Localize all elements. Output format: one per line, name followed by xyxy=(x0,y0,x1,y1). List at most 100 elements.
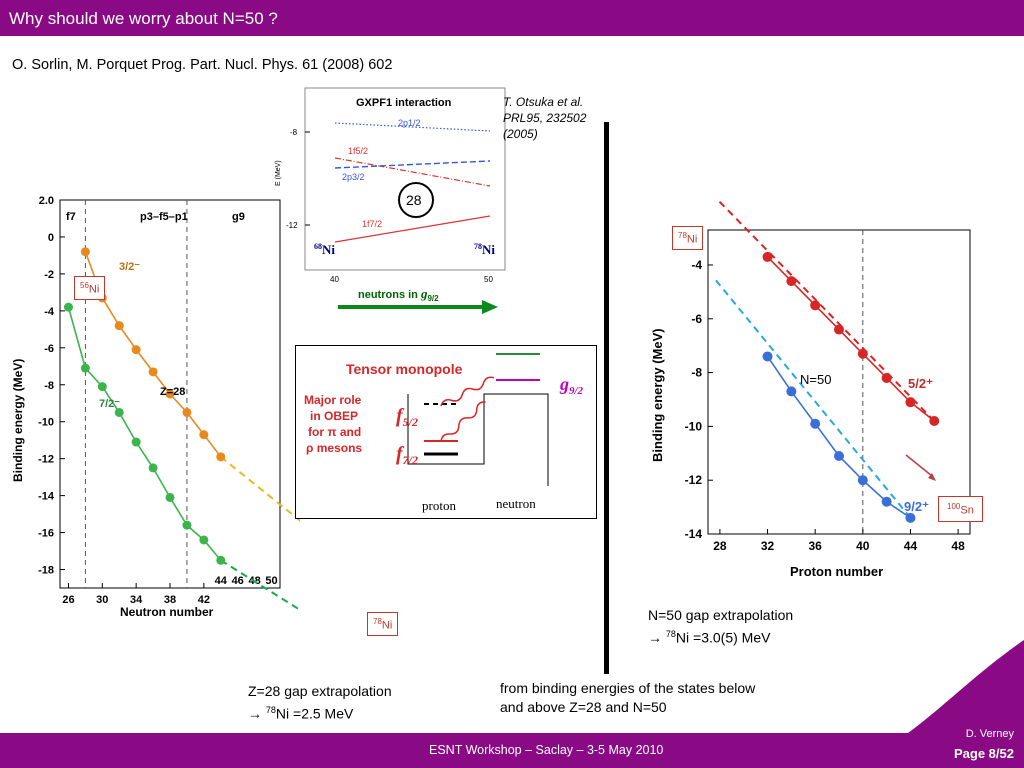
footer-bar: ESNT Workshop – Saclay – 3-5 May 2010 xyxy=(0,733,1024,768)
sn100-pointer-head xyxy=(928,473,936,481)
gxpf1-ytick-12: -12 xyxy=(286,221,298,230)
caption-z28: Z=28 gap extrapolation → 78Ni =2.5 MeV xyxy=(248,683,392,722)
ytick-label--6: -6 xyxy=(44,343,54,355)
left-series-label-72: 7/2⁻ xyxy=(99,398,120,410)
footer-conference: ESNT Workshop – Saclay – 3-5 May 2010 xyxy=(429,743,664,757)
xtick-extra-label-50: 50 xyxy=(265,575,277,587)
ytick-label--8: -8 xyxy=(691,366,702,380)
data-point-1-0 xyxy=(762,351,773,362)
xtick-label-34: 34 xyxy=(130,594,143,606)
right-series xyxy=(713,200,940,523)
gxpf1-title: GXPF1 interaction xyxy=(356,97,452,109)
right-chart: -4 -6 -8 -10 -12 -14 28 32 36 40 44 48 Binding ener… xyxy=(650,200,971,579)
right-ticks: -4 -6 -8 -10 -12 -14 28 32 36 40 44 48 xyxy=(685,258,965,553)
data-point-1-6 xyxy=(905,512,916,523)
right-plot-frame xyxy=(707,229,971,535)
series-extrapolation-1 xyxy=(713,277,912,519)
ytick-label--8: -8 xyxy=(44,380,54,392)
data-point-0-4 xyxy=(857,348,868,359)
ytick-label--6: -6 xyxy=(691,312,702,326)
reference-sorlin: O. Sorlin, M. Porquet Prog. Part. Nucl. … xyxy=(12,57,393,73)
sn100-pointer-line xyxy=(905,454,933,477)
tensor-side-3: for π and xyxy=(308,425,361,439)
xtick-label-38: 38 xyxy=(164,594,176,606)
orbital-1f52-line xyxy=(334,157,491,187)
data-point-1-3 xyxy=(834,450,844,461)
xtick-label-26: 26 xyxy=(62,594,74,606)
orbital-1f72-line xyxy=(334,215,491,243)
gxpf1-xtick-40: 40 xyxy=(330,275,339,284)
data-point-1-8 xyxy=(199,535,209,545)
ytick-label--14: -14 xyxy=(685,527,703,541)
label-sn100: 100Sn xyxy=(938,496,983,522)
caption-binding-energies: from binding energies of the states belo… xyxy=(500,680,756,715)
data-point-1-6 xyxy=(165,492,175,502)
data-point-1-4 xyxy=(131,437,141,447)
region-p3f5p1: p3–f5–p1 xyxy=(140,211,188,223)
corner-swoosh xyxy=(908,640,1024,733)
xtick-extra-label-44: 44 xyxy=(215,575,228,587)
data-point-0-6 xyxy=(905,397,916,408)
ytick-label--18: -18 xyxy=(38,565,54,577)
xtick-label-36: 36 xyxy=(809,539,823,553)
gxpf1-xtick-50: 50 xyxy=(484,275,493,284)
neutron-label: neutron xyxy=(496,496,536,511)
gxpf1-ni68: 68Ni xyxy=(314,242,335,257)
data-point-1-5 xyxy=(148,463,158,473)
xtick-label-48: 48 xyxy=(951,539,965,553)
gap-28-label: 28 xyxy=(406,192,422,208)
series-line-0 xyxy=(766,256,935,422)
gxpf1-ni78: 78Ni xyxy=(474,242,495,257)
proton-label: proton xyxy=(422,498,456,513)
tensor-side-1: Major role xyxy=(304,393,362,407)
data-point-0-6 xyxy=(182,407,192,417)
tensor-side-4: ρ mesons xyxy=(306,441,362,455)
left-chart: 0 -2 -4 -6 -8 -10 -12 -14 -16 -18 2.0 26 30 34 38 42 44 4… xyxy=(11,195,300,619)
xtick-label-42: 42 xyxy=(198,594,210,606)
neutrons-arrow: neutrons in g9/2 xyxy=(338,286,498,314)
xtick-label-40: 40 xyxy=(856,539,870,553)
left-grid xyxy=(84,200,188,588)
reference-otsuka: T. Otsuka et al. PRL95, 232502 (2005) xyxy=(503,95,587,141)
right-xlabel: Proton number xyxy=(790,564,883,579)
data-point-0-5 xyxy=(881,372,892,383)
orbital-2p32-line xyxy=(334,160,491,169)
ytick-label--12: -12 xyxy=(685,473,703,487)
caption-n50: N=50 gap extrapolation → 78Ni =3.0(5) Me… xyxy=(648,607,794,646)
ytick-label--2: -2 xyxy=(44,269,54,281)
data-point-1-3 xyxy=(114,407,124,417)
right-series-label-52: 5/2⁺ xyxy=(908,376,933,391)
label-ni78-right: 78Ni xyxy=(672,226,704,250)
tensor-side-2: in OBEP xyxy=(310,409,358,423)
left-series-label-32: 3/2⁻ xyxy=(119,261,140,273)
data-point-0-8 xyxy=(216,452,226,462)
series-line-0 xyxy=(84,251,222,458)
data-point-1-7 xyxy=(182,520,192,530)
g92-label: g9/2 xyxy=(559,374,584,397)
label-ni56: 56Ni xyxy=(74,276,106,300)
series-extrapolation-0 xyxy=(220,456,300,522)
data-point-1-5 xyxy=(881,496,892,507)
right-annotation-n50: N=50 xyxy=(800,372,831,387)
region-f7: f7 xyxy=(66,211,76,223)
data-point-0-0 xyxy=(80,247,90,257)
xtick-label-28: 28 xyxy=(713,539,727,553)
ytick-label--14: -14 xyxy=(38,491,55,503)
orbital-1f52-label: 1f5/2 xyxy=(348,146,368,156)
potential-outline xyxy=(407,393,549,486)
left-xlabel: Neutron number xyxy=(120,605,214,619)
ytick-label--12: -12 xyxy=(38,454,54,466)
data-point-0-5 xyxy=(165,389,175,399)
ytick-label-top: 2.0 xyxy=(39,195,54,207)
right-ylabel: Binding energy (MeV) xyxy=(650,328,665,462)
data-point-0-1 xyxy=(786,276,797,287)
tensor-title: Tensor monopole xyxy=(346,361,463,377)
f52-label: f5/2 xyxy=(396,405,418,429)
data-point-0-7 xyxy=(929,416,940,427)
ytick-label--4: -4 xyxy=(44,306,55,318)
gxpf1-frame xyxy=(304,87,506,271)
left-annotation-z28: Z=28 xyxy=(160,386,185,398)
right-series-label-92: 9/2⁺ xyxy=(904,499,929,514)
data-point-0-3 xyxy=(834,324,844,335)
left-series xyxy=(63,247,300,612)
